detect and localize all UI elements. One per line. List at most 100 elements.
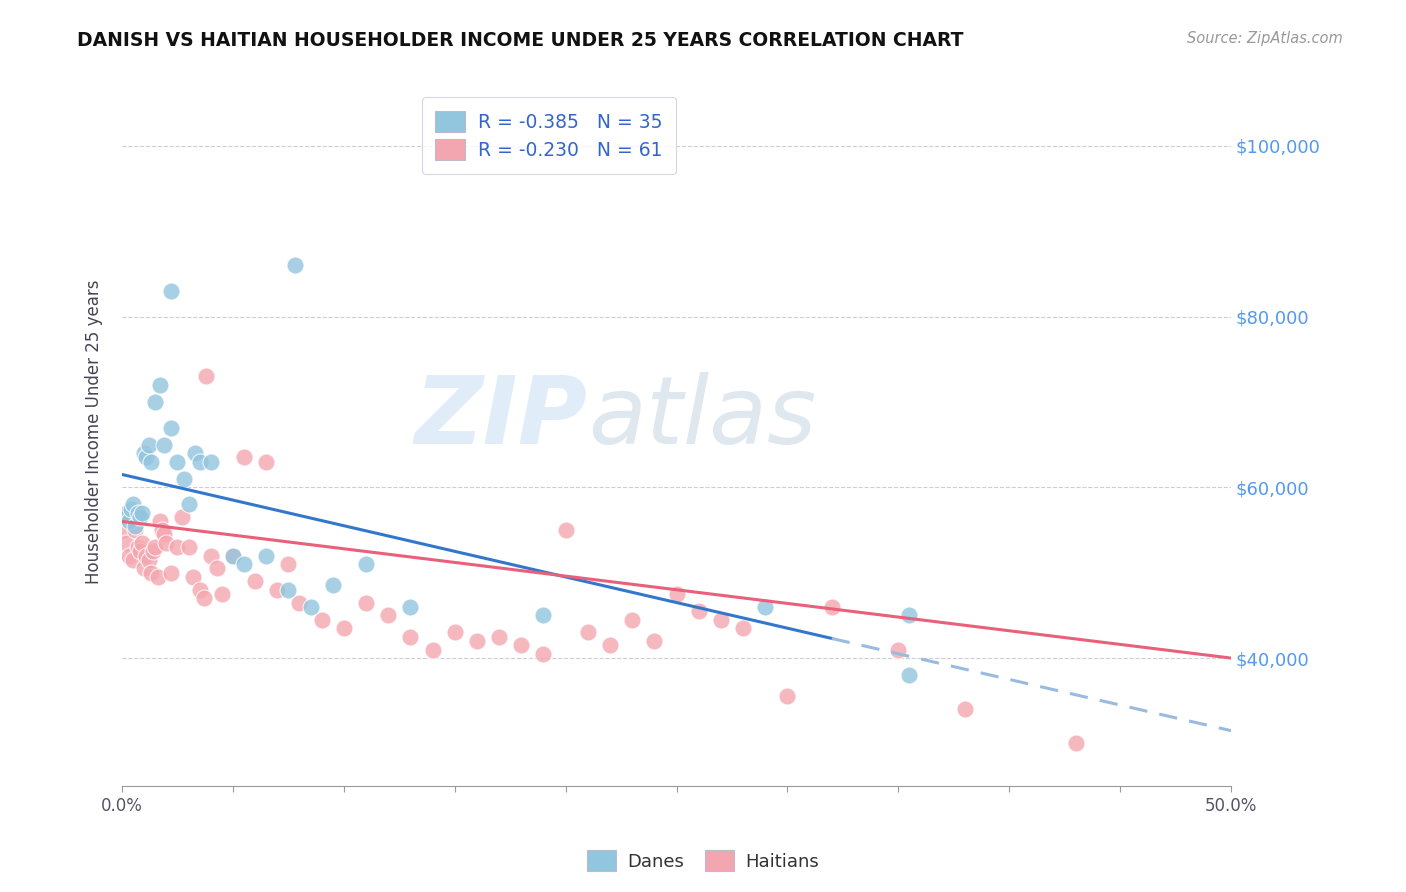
Point (200, 549, 222, 563)
Point (177, 540, 200, 554)
Point (754, 599, 776, 614)
Point (177, 497, 200, 511)
Point (311, 613, 333, 627)
Point (146, 570, 169, 584)
Point (188, 455, 211, 469)
Point (166, 540, 188, 554)
Point (576, 625, 599, 640)
Point (160, 420, 183, 434)
Point (149, 515, 172, 529)
Point (599, 638, 621, 652)
Point (118, 549, 141, 563)
Text: ZIP: ZIP (415, 372, 588, 464)
Point (254, 455, 277, 469)
Point (200, 455, 222, 469)
Point (731, 621, 754, 635)
Point (284, 258, 307, 272)
Point (776, 690, 799, 704)
Point (898, 608, 921, 623)
Point (710, 613, 733, 627)
Point (122, 497, 145, 511)
Point (533, 647, 555, 661)
Point (131, 536, 153, 550)
Point (399, 630, 422, 644)
Point (688, 604, 710, 618)
Point (422, 642, 444, 657)
Point (299, 599, 322, 614)
Point (138, 553, 160, 567)
Point (120, 510, 142, 524)
Point (127, 540, 149, 554)
Point (160, 284, 183, 298)
Point (184, 446, 207, 460)
Point (266, 582, 288, 597)
Point (354, 557, 377, 571)
Point (288, 596, 311, 610)
Point (207, 561, 229, 575)
Point (115, 536, 138, 550)
Point (322, 578, 344, 592)
Point (120, 501, 142, 516)
Point (533, 608, 555, 623)
Point (643, 634, 665, 648)
Point (953, 702, 976, 716)
Point (128, 544, 150, 558)
Point (821, 599, 844, 614)
Point (143, 395, 166, 409)
Point (354, 596, 377, 610)
Point (488, 630, 510, 644)
Point (554, 523, 576, 537)
Point (134, 561, 156, 575)
Point (277, 557, 299, 571)
Point (254, 549, 277, 563)
Point (124, 518, 146, 533)
Point (170, 510, 193, 524)
Point (377, 608, 399, 623)
Point (195, 369, 218, 384)
Legend: R = -0.385   N = 35, R = -0.230   N = 61: R = -0.385 N = 35, R = -0.230 N = 61 (422, 97, 676, 174)
Point (128, 510, 150, 524)
Point (222, 549, 245, 563)
Text: Source: ZipAtlas.com: Source: ZipAtlas.com (1187, 31, 1343, 46)
Point (621, 613, 644, 627)
Point (153, 437, 176, 451)
Point (135, 549, 157, 563)
Point (124, 523, 146, 537)
Point (665, 587, 688, 601)
Point (188, 582, 211, 597)
Point (153, 527, 176, 541)
Point (142, 544, 165, 558)
Point (139, 455, 162, 469)
Point (173, 472, 195, 486)
Point (898, 668, 921, 682)
Point (112, 523, 135, 537)
Point (243, 574, 266, 589)
Point (1064, 736, 1087, 750)
Point (118, 515, 141, 529)
Point (149, 377, 172, 392)
Point (150, 523, 173, 537)
Point (465, 634, 488, 648)
Y-axis label: Householder Income Under 25 years: Householder Income Under 25 years (86, 279, 103, 584)
Text: DANISH VS HAITIAN HOUSEHOLDER INCOME UNDER 25 YEARS CORRELATION CHART: DANISH VS HAITIAN HOUSEHOLDER INCOME UND… (77, 31, 965, 50)
Point (399, 599, 422, 614)
Point (138, 437, 160, 451)
Point (160, 566, 183, 580)
Point (139, 566, 162, 580)
Point (134, 446, 156, 460)
Point (211, 587, 233, 601)
Point (155, 536, 177, 550)
Point (233, 557, 256, 571)
Point (127, 506, 149, 520)
Point (333, 621, 356, 635)
Point (887, 642, 910, 657)
Point (122, 553, 145, 567)
Legend: Danes, Haitians: Danes, Haitians (579, 843, 827, 879)
Point (143, 540, 166, 554)
Text: atlas: atlas (588, 372, 815, 463)
Point (222, 549, 245, 563)
Point (233, 450, 256, 465)
Point (115, 506, 138, 520)
Point (181, 570, 204, 584)
Point (510, 638, 533, 652)
